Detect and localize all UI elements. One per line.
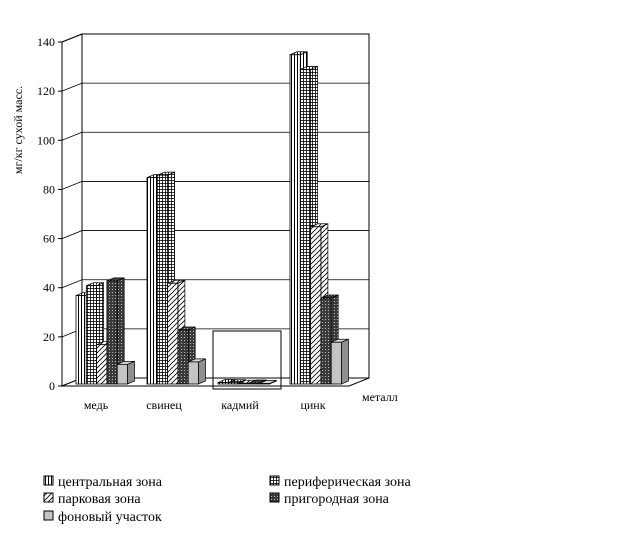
bar [330,338,349,385]
y-tick-label: 100 [37,133,55,147]
bar [116,360,135,385]
y-tick-label: 20 [43,330,55,344]
legend-label: парковая зона [58,492,141,507]
y-tick-label: 0 [49,379,55,393]
bars [75,51,349,385]
bar [106,277,125,385]
legend-swatch [43,510,54,521]
kadmiy-highlight-box [212,330,282,390]
x-tick-label: кадмий [221,398,259,412]
y-axis-label: мг/кг сухой масс. [11,86,25,174]
gridline [61,279,369,289]
bar [258,379,277,385]
y-tick-label: 80 [43,182,55,196]
legend-label: периферическая зона [284,475,411,490]
y-tick-label: 120 [37,84,55,98]
bar [187,358,206,385]
legend-label: центральная зона [58,475,163,490]
legend-swatch [269,475,280,486]
x-tick-label: медь [84,398,109,412]
y-tick-label: 60 [43,232,55,246]
gridline [61,230,369,239]
legend-label: фоновый участок [58,510,162,525]
legend-swatch [43,475,54,486]
legend-swatch [269,492,280,503]
legend: центральная зона периферическая зона парко… [43,475,411,525]
legend-item: центральная зона [43,475,163,490]
legend-item: пригородная зона [269,492,390,507]
legend-item: периферическая зона [269,475,411,490]
legend-item: фоновый участок [43,510,162,525]
legend-swatch [43,492,54,503]
gridline [61,33,369,43]
y-tick-labels: 0 20 40 60 80 100 120 140 [37,35,62,393]
y-tick-label: 140 [37,35,55,49]
category-labels: медь свинец кадмий цинк [84,398,326,412]
x-tick-label: цинк [300,398,325,412]
legend-item: парковая зона [43,492,141,507]
gridline [61,82,369,92]
x-tick-label: свинец [146,398,182,412]
gridline [61,181,369,190]
legend-label: пригородная зона [284,492,390,507]
gridline [61,131,369,141]
x-axis-label: металл [362,390,398,404]
y-tick-label: 40 [43,281,55,295]
